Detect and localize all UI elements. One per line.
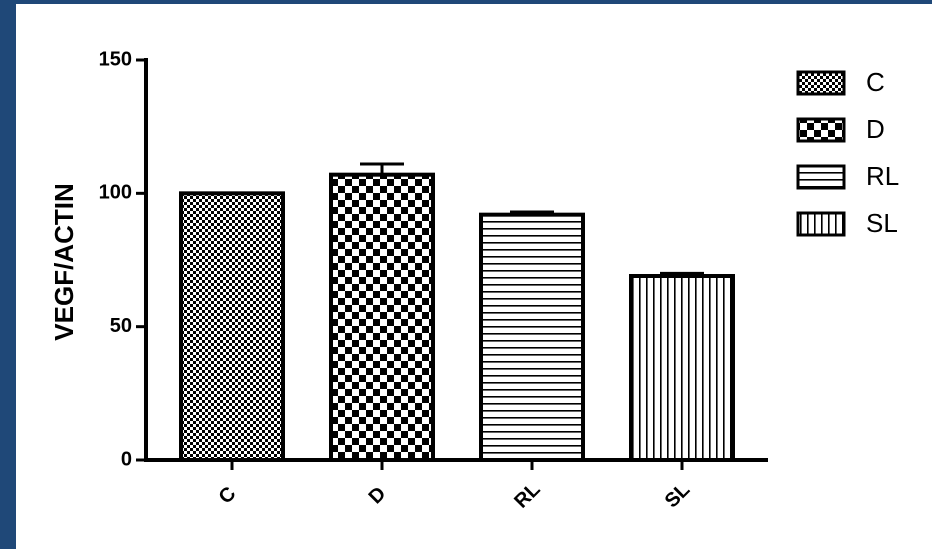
legend: CD RL SL: [796, 67, 899, 238]
legend-label-sl: SL: [866, 208, 898, 238]
bar-sl: [629, 274, 735, 462]
legend-swatch-c: [796, 70, 846, 96]
legend-swatch-d: [796, 117, 846, 143]
chart-panel: C D RL SL 0 50 100 150 C D RL SL VEGF/ACTIN: [16, 4, 932, 549]
bar-rl: [479, 212, 585, 462]
y-tick-label: 100: [99, 182, 132, 204]
legend-label-rl: RL: [866, 161, 899, 191]
y-tick-label: 50: [110, 315, 132, 337]
x-tick-label: RL: [510, 478, 544, 512]
legend-swatch-rl: [796, 164, 846, 190]
legend-swatch-sl: [796, 211, 846, 237]
legend-label-c: C: [866, 67, 885, 97]
bar-c: [179, 191, 285, 462]
y-tick-label: 150: [99, 48, 132, 70]
legend-label-d: D: [866, 114, 885, 144]
x-tick-label: D: [365, 483, 391, 509]
bar-d: [329, 172, 435, 463]
bars-group: [179, 162, 735, 463]
x-tick-label: C: [215, 483, 241, 509]
y-tick-label: 0: [121, 448, 132, 470]
y-axis-label: VEGF/ACTIN: [49, 183, 79, 340]
x-tick-label: SL: [661, 479, 695, 513]
